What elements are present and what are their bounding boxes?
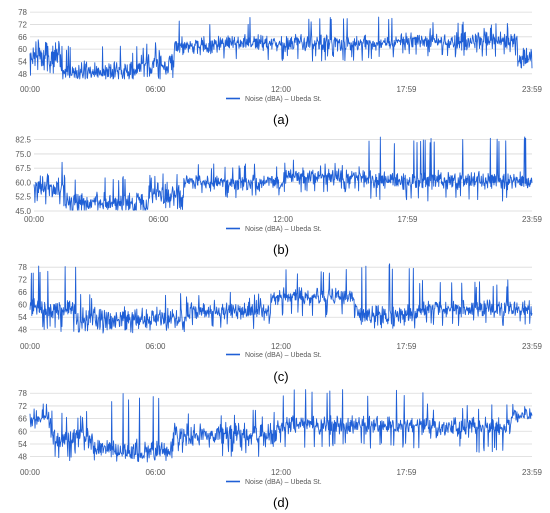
legend-label: Noise (dBA) – Ubeda St. xyxy=(245,226,322,233)
x-tick-label: 06:00 xyxy=(148,215,169,224)
legend: Noise (dBA) – Ubeda St. xyxy=(226,352,322,359)
y-tick-label: 78 xyxy=(18,8,27,17)
y-tick-label: 60 xyxy=(18,301,27,310)
y-tick-label: 82.5 xyxy=(15,136,31,145)
gridlines xyxy=(30,11,532,75)
gridlines xyxy=(30,266,532,331)
y-tick-label: 72 xyxy=(18,402,27,411)
x-tick-label: 00:00 xyxy=(24,215,45,224)
x-tick-label: 06:00 xyxy=(145,342,166,351)
panel-caption: (b) xyxy=(273,242,289,257)
panel-caption: (c) xyxy=(273,369,288,384)
x-tick-label: 00:00 xyxy=(20,85,41,94)
x-tick-labels: 00:00 06:00 12:00 17:59 23:59 xyxy=(20,85,543,94)
y-tick-label: 45.0 xyxy=(15,207,31,216)
x-tick-labels: 00:00 06:00 12:00 17:59 23:59 xyxy=(20,468,543,477)
x-tick-label: 12:00 xyxy=(271,468,292,477)
gridlines xyxy=(34,139,532,212)
x-tick-label: 17:59 xyxy=(397,215,418,224)
noise-series-line xyxy=(29,263,533,334)
y-tick-label: 48 xyxy=(18,70,27,79)
x-tick-label: 23:59 xyxy=(522,85,543,94)
legend: Noise (dBA) – Ubeda St. xyxy=(226,96,322,103)
x-tick-label: 17:59 xyxy=(396,468,417,477)
x-tick-label: 23:59 xyxy=(522,342,543,351)
x-tick-label: 06:00 xyxy=(145,85,166,94)
y-tick-labels: 48 54 60 66 72 78 xyxy=(18,389,27,461)
y-tick-label: 54 xyxy=(18,57,27,66)
x-tick-label: 23:59 xyxy=(522,468,543,477)
noise-series-line xyxy=(33,136,533,211)
panel-caption: (d) xyxy=(273,495,289,510)
noise-series-line xyxy=(29,389,533,463)
x-tick-label: 23:59 xyxy=(522,215,543,224)
y-tick-label: 48 xyxy=(18,453,27,462)
x-tick-labels: 00:00 06:00 12:00 17:59 23:59 xyxy=(24,215,543,224)
x-tick-label: 00:00 xyxy=(20,468,41,477)
y-tick-label: 48 xyxy=(18,326,27,335)
x-tick-label: 17:59 xyxy=(396,342,417,351)
panel-a: 48 54 60 66 72 78 00:00 06:00 12:00 17:59 23:59 N… xyxy=(18,8,542,127)
y-tick-label: 78 xyxy=(18,263,27,272)
x-tick-label: 17:59 xyxy=(396,85,417,94)
x-tick-label: 12:00 xyxy=(271,342,292,351)
panel-c: 48 54 60 66 72 78 00:00 06:00 12:00 17:59 23:59 N… xyxy=(18,263,542,384)
panel-d: 48 54 60 66 72 78 00:00 06:00 12:00 17:59 23:59 N… xyxy=(18,389,543,510)
y-tick-label: 78 xyxy=(18,389,27,398)
legend-label: Noise (dBA) – Ubeda St. xyxy=(245,352,322,359)
y-tick-label: 67.5 xyxy=(15,164,31,173)
x-tick-label: 12:00 xyxy=(271,85,292,94)
y-tick-label: 52.5 xyxy=(15,193,31,202)
y-tick-labels: 48 54 60 66 72 78 xyxy=(18,8,27,79)
panel-caption: (a) xyxy=(273,112,289,127)
x-tick-label: 06:00 xyxy=(145,468,166,477)
legend: Noise (dBA) – Ubeda St. xyxy=(226,226,322,233)
panel-b: 45.0 52.5 60.0 67.5 75.0 82.5 00:00 06:00 12:00… xyxy=(15,136,542,257)
legend-label: Noise (dBA) – Ubeda St. xyxy=(245,479,322,486)
legend-label: Noise (dBA) – Ubeda St. xyxy=(245,96,322,103)
y-tick-label: 72 xyxy=(18,20,27,29)
y-tick-label: 60 xyxy=(18,427,27,436)
y-tick-label: 66 xyxy=(18,288,27,297)
x-tick-label: 12:00 xyxy=(273,215,294,224)
y-tick-label: 60 xyxy=(18,45,27,54)
y-tick-label: 54 xyxy=(18,440,27,449)
y-tick-labels: 48 54 60 66 72 78 xyxy=(18,263,27,335)
y-tick-label: 54 xyxy=(18,313,27,322)
y-tick-label: 75.0 xyxy=(15,150,31,159)
legend: Noise (dBA) – Ubeda St. xyxy=(226,479,322,486)
y-tick-label: 72 xyxy=(18,276,27,285)
y-tick-label: 66 xyxy=(18,33,27,42)
x-tick-labels: 00:00 06:00 12:00 17:59 23:59 xyxy=(20,342,543,351)
y-tick-label: 66 xyxy=(18,415,27,424)
y-tick-label: 60.0 xyxy=(15,178,31,187)
noise-series-line xyxy=(29,16,533,80)
x-tick-label: 00:00 xyxy=(20,342,41,351)
y-tick-labels: 45.0 52.5 60.0 67.5 75.0 82.5 xyxy=(15,136,31,216)
